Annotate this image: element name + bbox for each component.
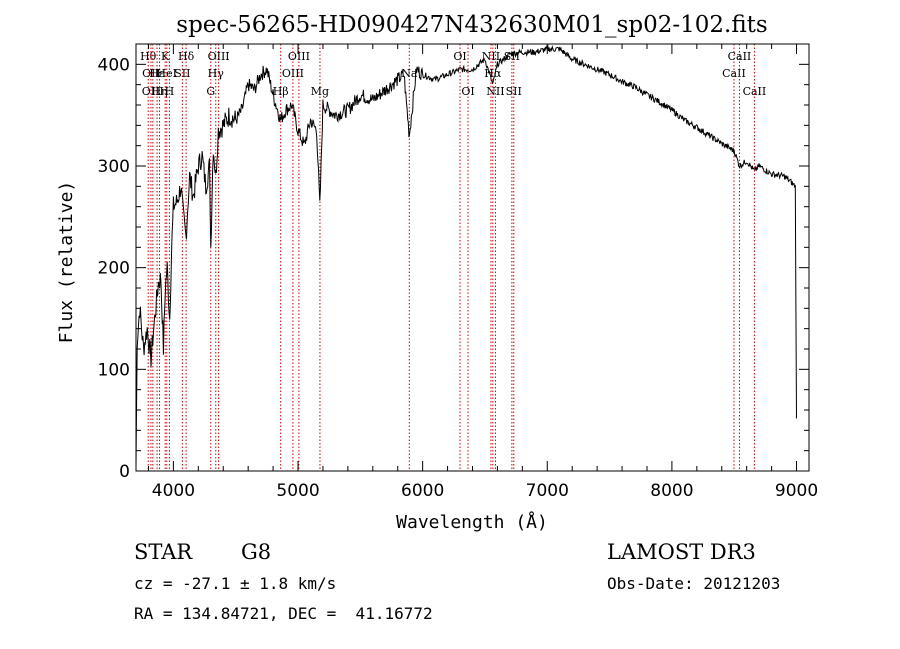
- line-label-21: Hα: [484, 67, 502, 80]
- line-label-19: OI: [461, 85, 474, 98]
- line-label-9: Hδ: [178, 50, 195, 63]
- object-class: STAR: [134, 540, 193, 564]
- line-label-0: Hθ: [140, 50, 157, 63]
- line-label-24: SII: [506, 85, 522, 98]
- line-label-12: OIII: [208, 50, 230, 63]
- y-axis: 0 100 200 300 400: [98, 43, 809, 482]
- line-label-13: Hβ: [273, 85, 289, 98]
- line-label-27: CaII: [743, 85, 767, 98]
- x-axis: 4000 5000 6000 7000 8000 9000: [147, 44, 818, 501]
- spectrum-series: [135, 44, 797, 467]
- line-label-15: OIII: [288, 50, 310, 63]
- obs-date: Obs-Date: 20121203: [607, 574, 781, 593]
- x-tick-label-1: 5000: [276, 481, 319, 501]
- x-tick-label-0: 4000: [152, 481, 195, 501]
- line-label-1: OII: [142, 67, 160, 80]
- line-label-7: H: [165, 85, 175, 98]
- line-label-6: HeI: [157, 67, 177, 80]
- y-axis-label: Flux (relative): [56, 181, 77, 344]
- line-label-11: Hγ: [208, 67, 225, 80]
- survey-name: LAMOST DR3: [607, 540, 756, 564]
- line-label-2: OIII: [142, 85, 164, 98]
- spectrum-line-0: [135, 44, 797, 467]
- line-label-20: NII: [482, 50, 500, 63]
- line-label-17: Na: [401, 67, 418, 80]
- line-label-10: G: [206, 85, 215, 98]
- line-label-8: SII: [174, 67, 190, 80]
- plot-frame: [135, 43, 810, 472]
- line-label-4: Hη: [151, 85, 167, 98]
- y-tick-label-1: 100: [98, 360, 130, 380]
- line-label-3: Hε: [149, 67, 165, 80]
- redshift-text: cz = -27.1 ± 1.8 km/s: [134, 574, 337, 593]
- x-tick-label-4: 8000: [650, 481, 693, 501]
- line-label-16: Mg: [311, 85, 329, 98]
- line-label-25: CaII: [722, 67, 746, 80]
- line-label-22: NII: [486, 85, 504, 98]
- line-label-18: OI: [453, 50, 466, 63]
- x-tick-label-5: 9000: [775, 481, 818, 501]
- x-axis-label: Wavelength (Å): [396, 511, 548, 533]
- x-tick-label-2: 6000: [401, 481, 444, 501]
- line-label-26: CaII: [728, 50, 752, 63]
- coordinates: RA = 134.84721, DEC = 41.16772: [134, 604, 433, 623]
- y-tick-label-4: 400: [98, 55, 130, 75]
- chart-title: spec-56265-HD090427N432630M01_sp02-102.f…: [176, 12, 767, 38]
- line-label-5: K: [161, 50, 170, 63]
- spectral-line-markers: Hθ OII OIII Hε Hη K HeI H SII Hδ G Hγ OIII Hβ OIII OIII…: [140, 44, 766, 471]
- x-tick-label-3: 7000: [526, 481, 569, 501]
- y-tick-label-3: 300: [98, 157, 130, 177]
- object-subclass: G8: [241, 540, 272, 564]
- y-tick-label-2: 200: [98, 259, 130, 279]
- line-label-14: OIII: [282, 67, 304, 80]
- y-tick-label-0: 0: [119, 462, 130, 482]
